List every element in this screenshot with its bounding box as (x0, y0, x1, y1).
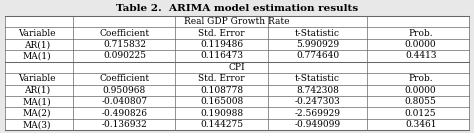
Text: 0.119486: 0.119486 (200, 40, 243, 49)
Text: MA(1): MA(1) (22, 97, 51, 106)
Text: -2.569929: -2.569929 (294, 109, 341, 118)
Text: 0.144275: 0.144275 (200, 120, 243, 129)
Text: Variable: Variable (18, 74, 55, 83)
Text: 0.0000: 0.0000 (405, 40, 437, 49)
Text: Coefficient: Coefficient (100, 29, 149, 38)
Text: 0.3461: 0.3461 (405, 120, 437, 129)
Text: t-Statistic: t-Statistic (295, 29, 340, 38)
Text: Std. Error: Std. Error (198, 29, 245, 38)
Text: t-Statistic: t-Statistic (295, 74, 340, 83)
Text: -0.490826: -0.490826 (101, 109, 147, 118)
Text: 0.715832: 0.715832 (103, 40, 146, 49)
Text: -0.040807: -0.040807 (101, 97, 147, 106)
Text: 0.8055: 0.8055 (405, 97, 437, 106)
Text: 0.108778: 0.108778 (200, 86, 243, 95)
Text: 5.990929: 5.990929 (296, 40, 339, 49)
Text: Prob.: Prob. (409, 29, 433, 38)
Text: -0.949099: -0.949099 (294, 120, 341, 129)
Text: 0.116473: 0.116473 (200, 51, 243, 61)
Text: -0.136932: -0.136932 (101, 120, 147, 129)
Text: 0.190988: 0.190988 (200, 109, 243, 118)
Text: AR(1): AR(1) (24, 40, 50, 49)
Text: Prob.: Prob. (409, 74, 433, 83)
Text: 0.950968: 0.950968 (103, 86, 146, 95)
Text: 0.774640: 0.774640 (296, 51, 339, 61)
Text: Coefficient: Coefficient (100, 74, 149, 83)
Text: 0.4413: 0.4413 (405, 51, 437, 61)
Text: MA(3): MA(3) (22, 120, 51, 129)
Text: Real GDP Growth Rate: Real GDP Growth Rate (184, 17, 290, 26)
Text: 0.090225: 0.090225 (103, 51, 146, 61)
Text: MA(1): MA(1) (22, 51, 51, 61)
Text: 8.742308: 8.742308 (296, 86, 339, 95)
Text: Table 2.  ARIMA model estimation results: Table 2. ARIMA model estimation results (116, 4, 358, 13)
Text: CPI: CPI (228, 63, 246, 72)
Text: 0.0125: 0.0125 (405, 109, 437, 118)
Text: AR(1): AR(1) (24, 86, 50, 95)
Text: 0.0000: 0.0000 (405, 86, 437, 95)
Text: Variable: Variable (18, 29, 55, 38)
Text: -0.247303: -0.247303 (295, 97, 340, 106)
Text: MA(2): MA(2) (22, 109, 51, 118)
Text: Std. Error: Std. Error (198, 74, 245, 83)
Text: 0.165008: 0.165008 (200, 97, 243, 106)
Bar (5, 16, 469, 130)
